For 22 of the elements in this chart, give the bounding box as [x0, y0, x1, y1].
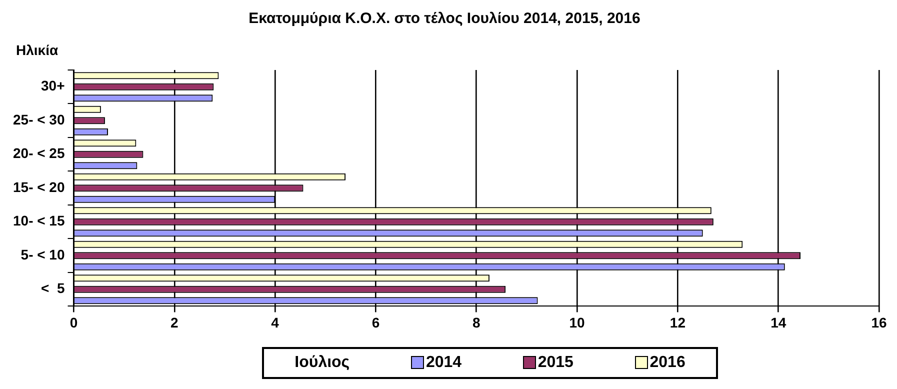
y-tick-label: < 5: [41, 280, 65, 296]
y-tick-label: 5- < 10: [20, 246, 65, 262]
y-axis-title: Ηλικία: [16, 42, 58, 58]
x-tick-label: 6: [372, 314, 380, 330]
y-tick-label: 10- < 15: [12, 212, 65, 229]
y-tick-label: 20- < 25: [12, 145, 65, 162]
x-tick-label: 4: [271, 314, 280, 330]
x-tick-label: 12: [670, 314, 686, 330]
x-tick-label: 10: [569, 314, 586, 330]
x-tick-label: 14: [770, 314, 786, 330]
chart-title: Εκατομμύρια Κ.Ο.Χ. στο τέλος Ιουλίου 2014, 2015, 2016: [248, 10, 640, 28]
legend-label: 2014: [424, 354, 462, 372]
legend-label: 2015: [536, 354, 574, 372]
x-tick-label: 2: [170, 314, 179, 330]
y-tick-label: 30+: [41, 78, 65, 94]
y-tick-label: 15- < 20: [12, 178, 65, 195]
x-tick-label: 8: [472, 314, 480, 330]
legend-title: Ιούλιος: [294, 354, 350, 372]
y-tick-label: 25- < 30: [12, 111, 65, 128]
legend-label: 2016: [648, 354, 686, 372]
x-tick-label: 0: [70, 314, 78, 330]
x-tick-label: 16: [871, 314, 887, 330]
